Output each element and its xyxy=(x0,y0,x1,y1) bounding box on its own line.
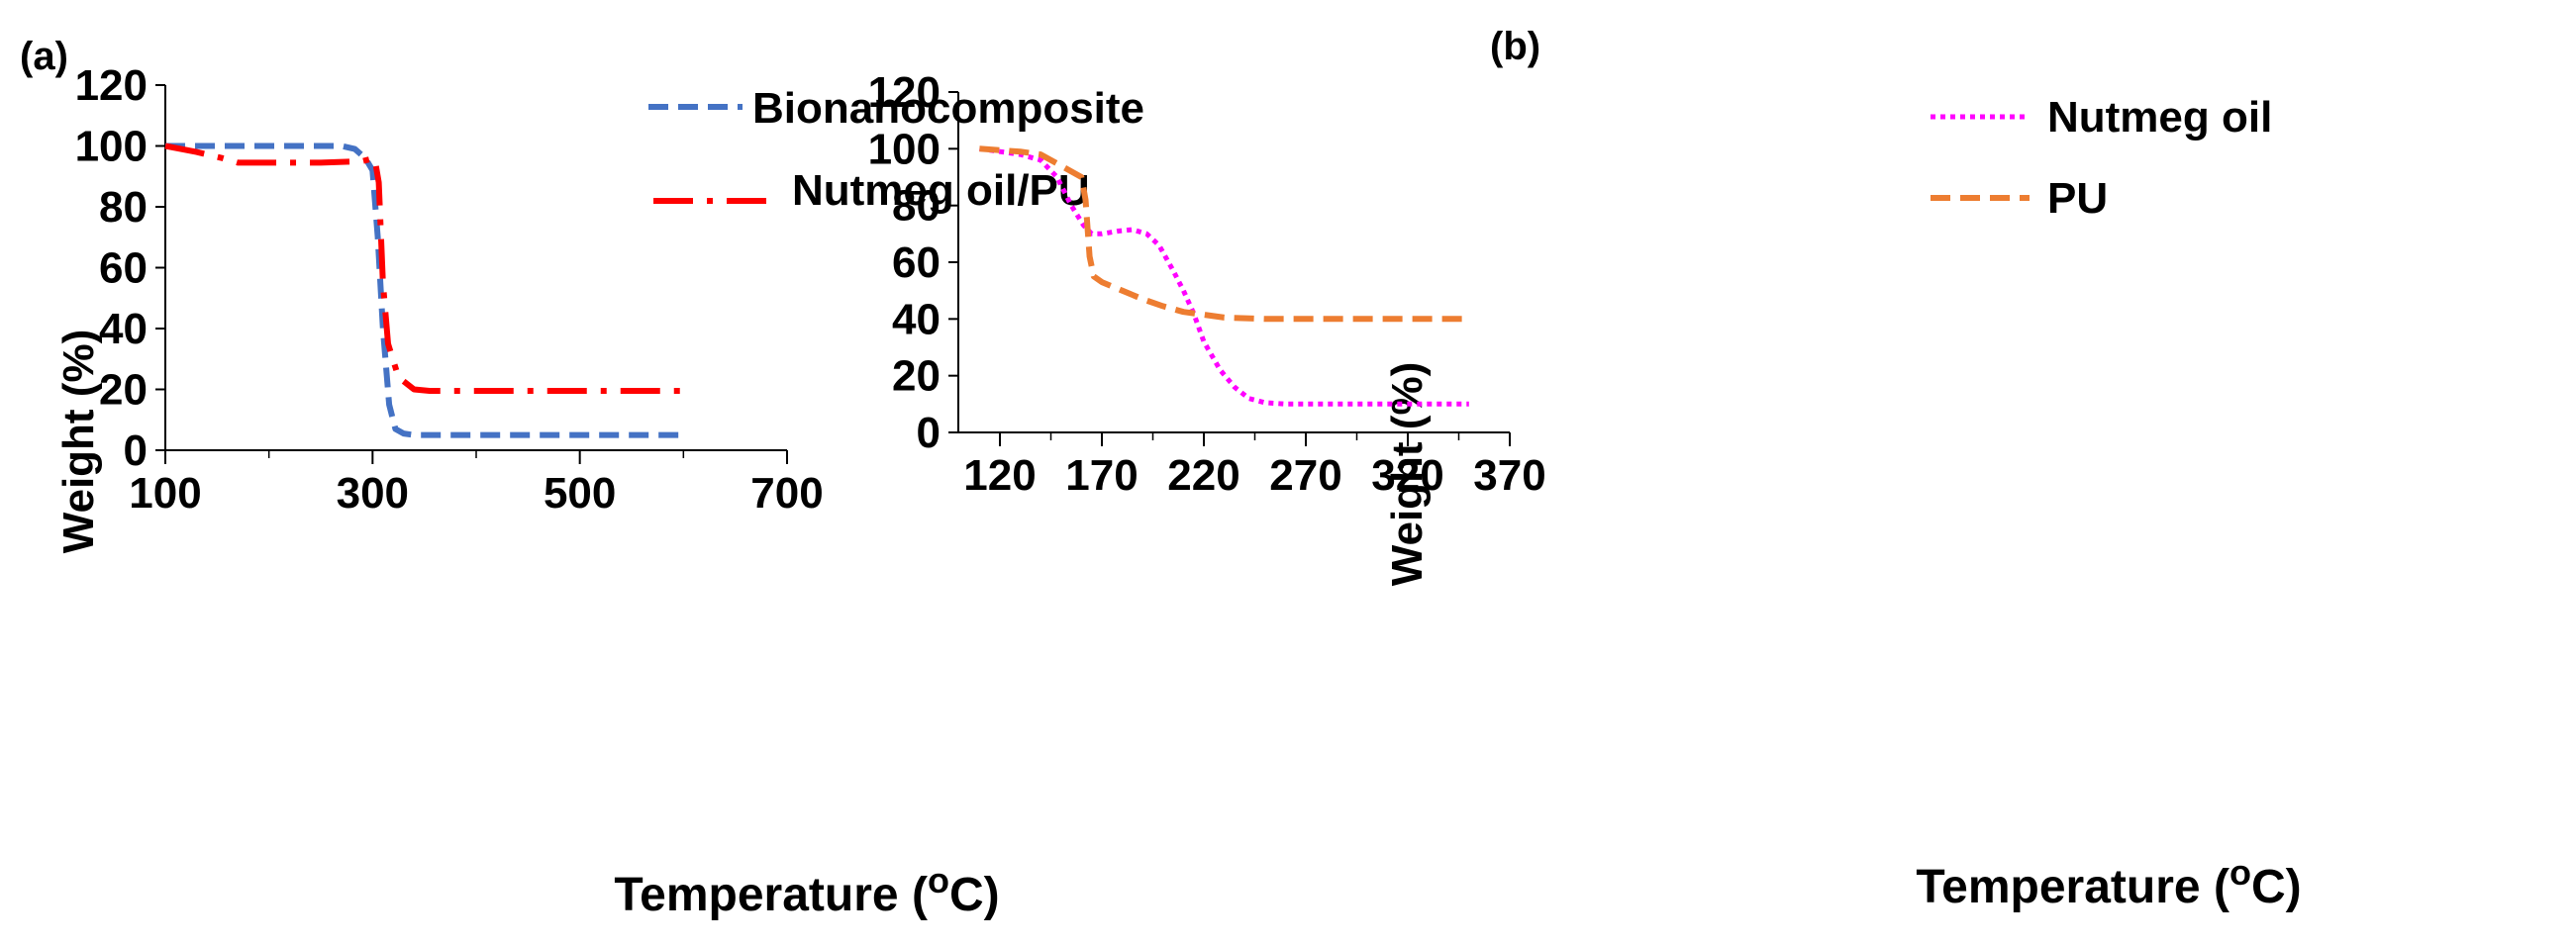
a-y-tick-label: 100 xyxy=(75,123,148,171)
series-line-bionanocomposite xyxy=(165,142,684,438)
a-y-tick-label: 40 xyxy=(99,305,148,353)
chart-panel-b: (b) Weight (%) Temperature (oC) 0 20 40 60 8… xyxy=(868,25,2302,913)
chart-panel-a: (a) Weight (%) Temperature (oC) 0 20 40 60 8… xyxy=(20,35,1144,921)
b-y-tick-label: 0 xyxy=(917,409,941,457)
panel-a-label: (a) xyxy=(20,35,68,78)
panel-b-ticks: 0 20 40 60 80 100 120 120 170 220 270 320 370 xyxy=(868,68,1546,500)
a-x-tick-label: 100 xyxy=(129,469,201,518)
a-y-tick-label: 80 xyxy=(99,183,148,232)
legend-label-nutmeg-oil-pu: Nutmeg oil/PU xyxy=(792,166,1090,215)
legend-label-nutmeg-oil: Nutmeg oil xyxy=(2047,93,2272,142)
panel-a-x-axis-label: Temperature (oC) xyxy=(614,860,999,921)
a-y-tick-label: 0 xyxy=(124,426,148,475)
b-y-tick-label: 120 xyxy=(868,68,941,117)
series-line-nutmeg-oil xyxy=(979,145,1469,407)
a-x-tick-label: 300 xyxy=(337,469,409,518)
legend-label-pu: PU xyxy=(2047,174,2108,223)
series-line-nutmeg-oil-pu xyxy=(164,142,684,394)
panel-b-y-axis-label: Weight (%) xyxy=(1383,362,1432,587)
b-x-tick-label: 270 xyxy=(1269,451,1341,500)
a-x-tick-label: 500 xyxy=(544,469,616,518)
b-y-tick-label: 80 xyxy=(892,182,941,231)
a-x-tick-label: 700 xyxy=(750,469,823,518)
a-y-tick-label: 120 xyxy=(75,61,148,110)
b-y-tick-label: 20 xyxy=(892,352,941,401)
panel-b-label: (b) xyxy=(1490,25,1540,68)
panel-a-y-axis-label: Weight (%) xyxy=(54,330,103,554)
a-y-tick-label: 60 xyxy=(99,244,148,293)
b-x-tick-label: 120 xyxy=(963,451,1036,500)
panel-a-ticks: 0 20 40 60 80 100 120 100 300 500 700 xyxy=(75,61,824,518)
panel-b-series xyxy=(979,145,1469,407)
b-x-tick-label: 320 xyxy=(1371,451,1443,500)
a-y-tick-label: 20 xyxy=(99,366,148,415)
b-y-tick-label: 100 xyxy=(868,125,941,173)
panel-b-x-axis-label: Temperature (oC) xyxy=(1916,852,2301,913)
b-x-tick-label: 220 xyxy=(1167,451,1239,500)
series-line-pu xyxy=(979,145,1469,323)
b-y-tick-label: 60 xyxy=(892,238,941,287)
panel-a-series xyxy=(164,142,684,438)
panel-a-axes xyxy=(164,85,787,451)
panel-a-legend: Bionanocomposite Nutmeg oil/PU xyxy=(648,84,1144,215)
b-y-tick-label: 40 xyxy=(892,295,941,343)
b-x-tick-label: 170 xyxy=(1065,451,1138,500)
b-x-tick-label: 370 xyxy=(1473,451,1545,500)
panel-b-legend: Nutmeg oil PU xyxy=(1931,93,2272,223)
